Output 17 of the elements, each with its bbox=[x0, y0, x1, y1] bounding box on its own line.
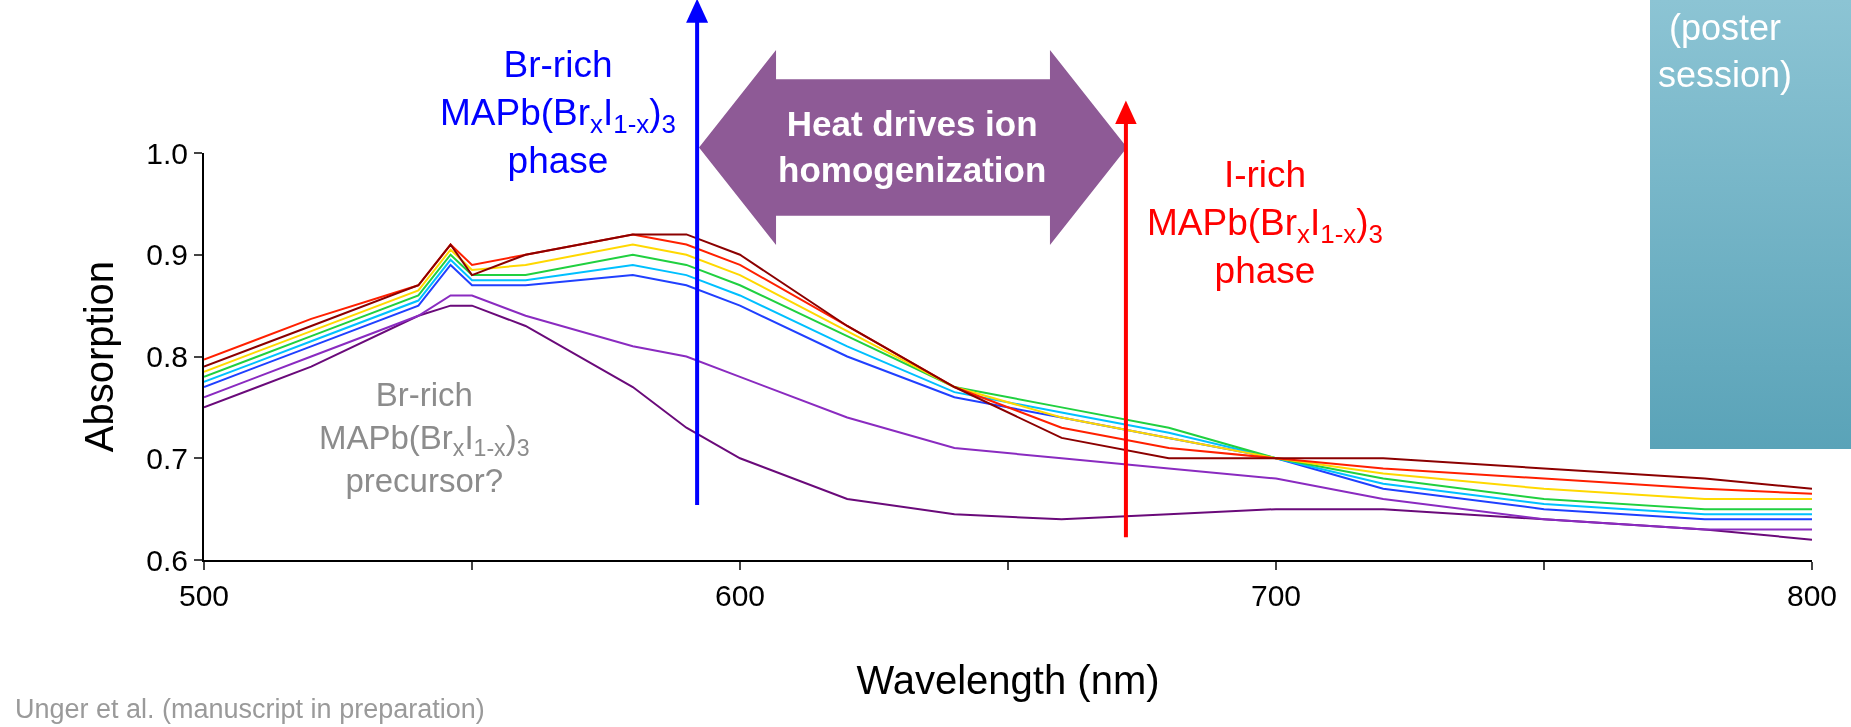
x-tick-label: 500 bbox=[178, 579, 230, 612]
x-axis-title: Wavelength (nm) bbox=[856, 658, 1160, 702]
text: (poster session) bbox=[1658, 7, 1793, 95]
x-tick-label: 700 bbox=[1250, 579, 1302, 612]
y-tick-label: 0.8 bbox=[146, 340, 188, 373]
y-tick-label: 1.0 bbox=[146, 136, 188, 170]
text: I-rich MAPb(Br$_{x}$I$_{1-x}$)$_{3}$ phase bbox=[1147, 154, 1384, 292]
x-tick-label: 600 bbox=[714, 579, 766, 612]
y-tick-label: 0.7 bbox=[146, 441, 188, 475]
y-axis-title: Absorption bbox=[77, 260, 122, 453]
y-tick-label: 0.9 bbox=[146, 238, 188, 272]
annotation: Br-rich MAPb(Br$_{x}$I$_{1-x}$)$_{3}$ precursor? bbox=[319, 376, 530, 499]
y-tick-label: 0.6 bbox=[146, 543, 188, 577]
text: Unger et al. (manuscript in preparation) bbox=[15, 694, 485, 724]
x-tick-label: 800 bbox=[1786, 579, 1838, 612]
annotation: Heat drives ion homogenization bbox=[778, 104, 1047, 189]
text: Br-rich MAPb(Br$_{x}$I$_{1-x}$)$_{3}$ phase bbox=[440, 44, 677, 182]
